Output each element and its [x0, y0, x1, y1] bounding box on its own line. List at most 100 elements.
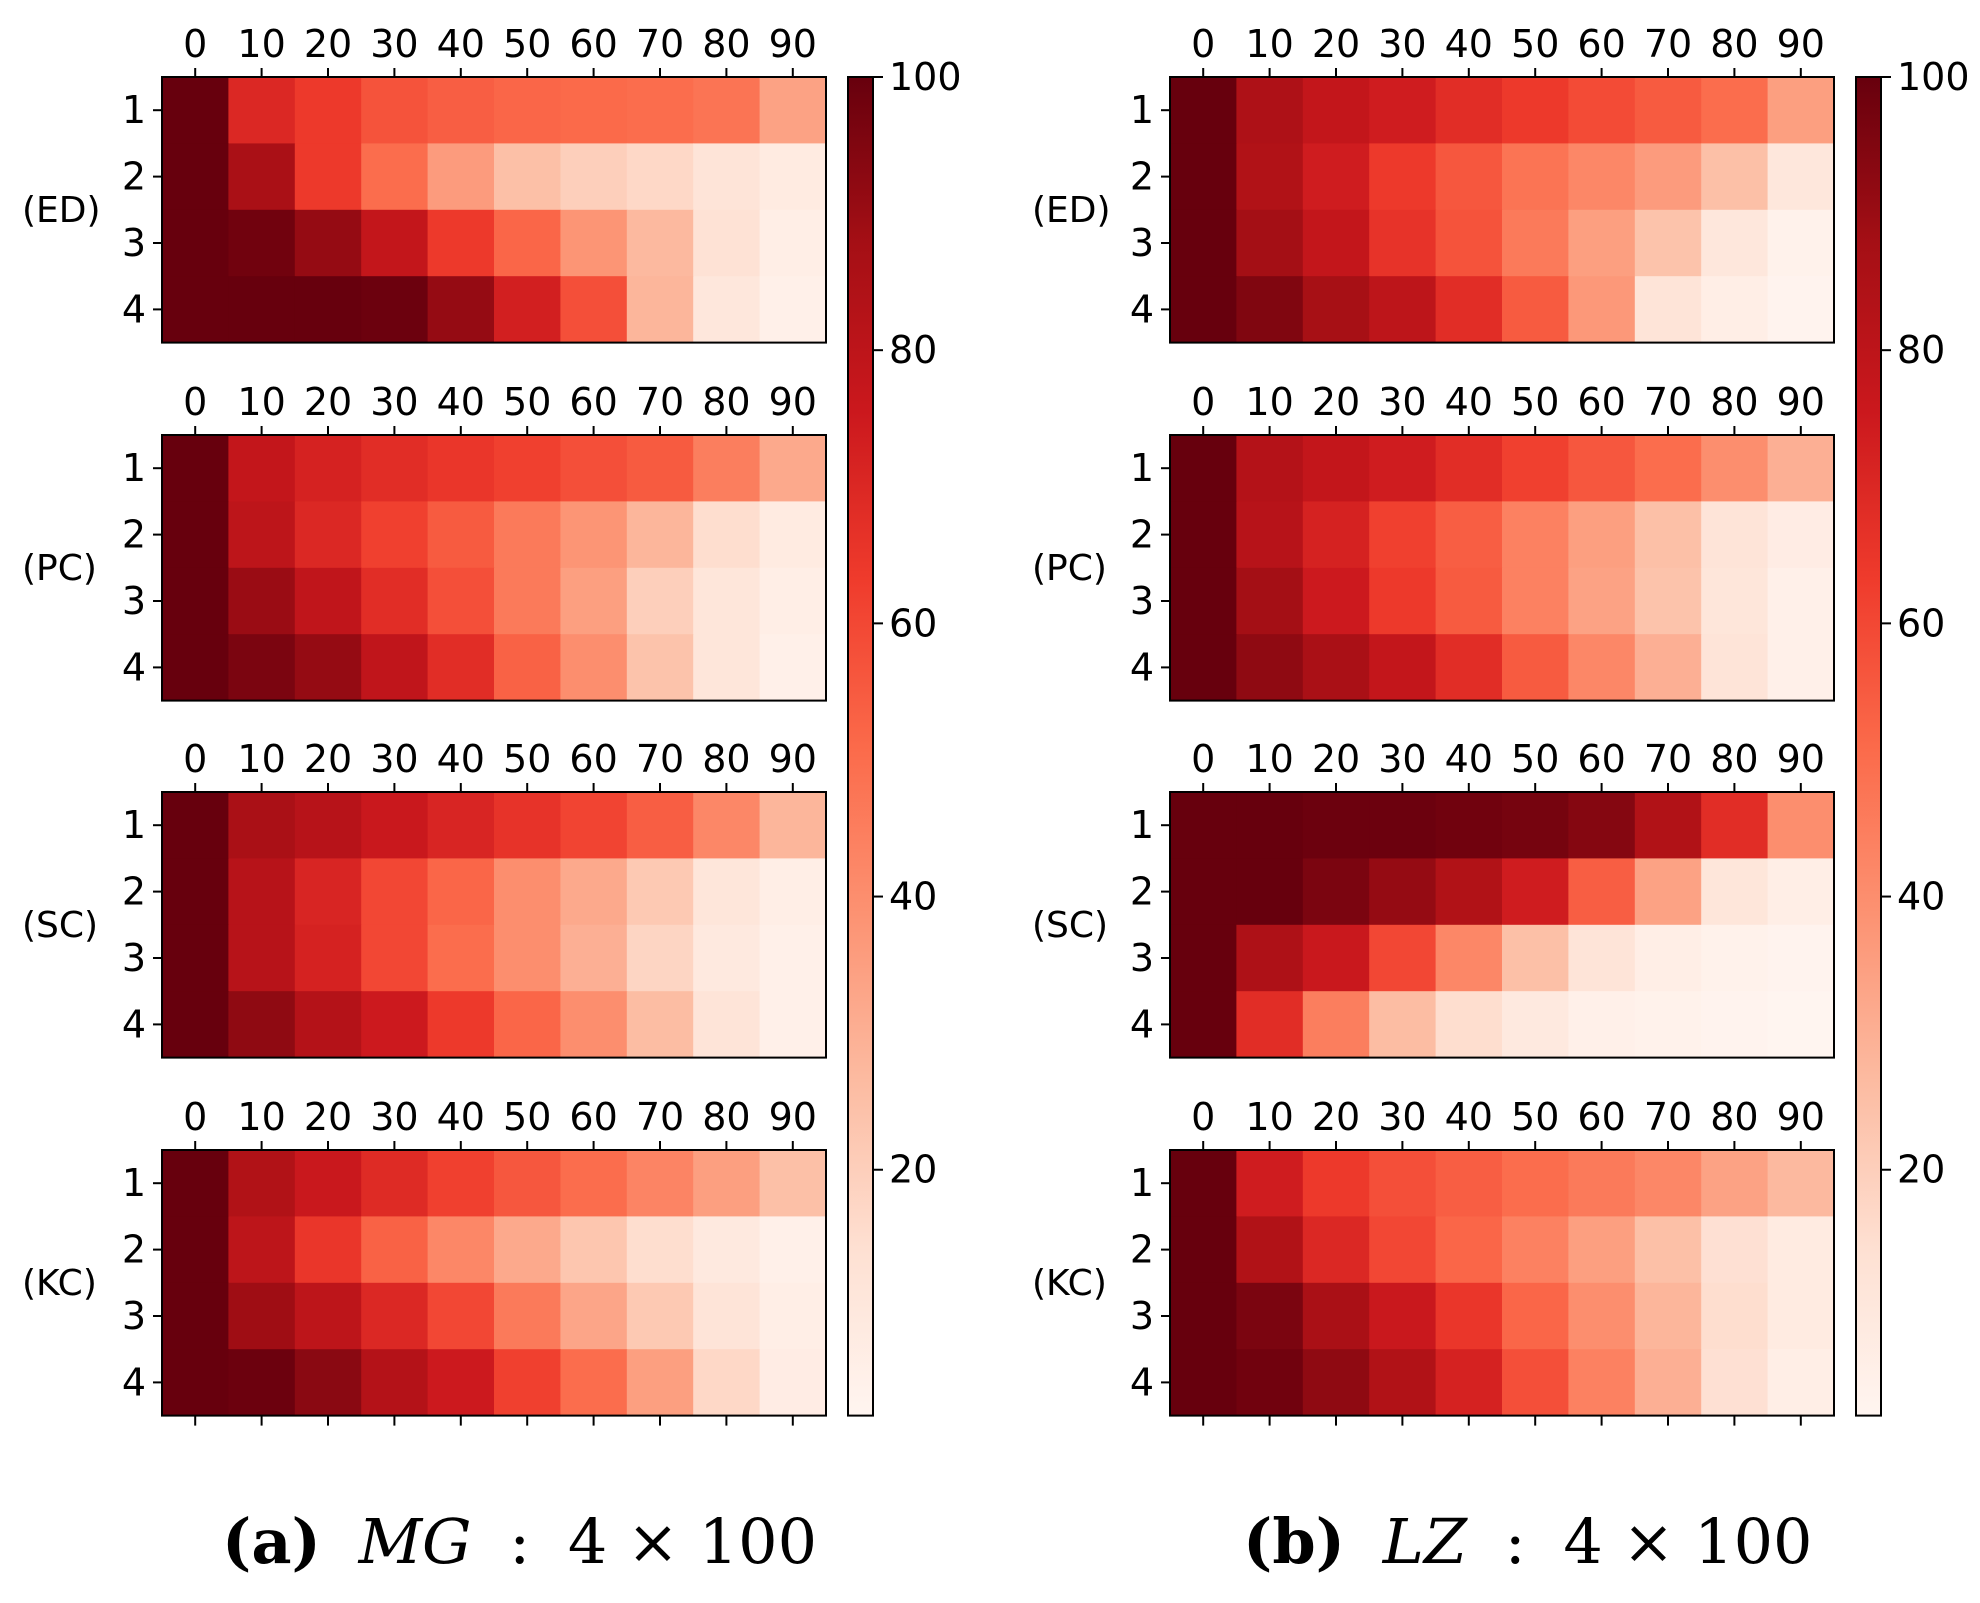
heatmap-cell	[162, 858, 229, 926]
heatmap-cell	[228, 792, 296, 859]
heatmap-cell	[1634, 1150, 1702, 1217]
y-tick-label: 3	[122, 936, 146, 980]
heatmap-cell	[1302, 276, 1370, 344]
heatmap-cell	[1634, 501, 1702, 569]
heatmap-cell	[1502, 924, 1569, 992]
x-tick-label: 70	[1644, 1095, 1692, 1139]
heatmap-cell	[1502, 1349, 1569, 1417]
heatmap-cell	[1170, 501, 1237, 569]
heatmap-cell	[1369, 792, 1437, 859]
subplot-a-1: 0 10 20 30 40 50 60 70 80 90 1 2 3 4 (ED)	[22, 22, 827, 344]
heatmap-cell	[427, 991, 495, 1059]
heatmap-cell	[1302, 209, 1370, 277]
heatmap-cell	[162, 501, 229, 569]
y-tick-label: 4	[1130, 1360, 1154, 1404]
y-tick-label: 4	[122, 287, 146, 331]
heatmap-cell	[494, 1150, 561, 1217]
x-tick-label: 50	[1511, 1095, 1559, 1139]
heatmap-cell	[560, 501, 628, 569]
colorbar-tick-label: 60	[1897, 601, 1945, 645]
heatmap-cell	[1302, 792, 1370, 859]
x-tick-label: 0	[183, 737, 207, 781]
heatmap-cell	[1369, 435, 1437, 502]
x-tick-label: 80	[1710, 737, 1758, 781]
heatmap-cell	[626, 435, 694, 502]
heatmap-cell	[162, 924, 229, 992]
heatmap-cell	[1236, 1216, 1304, 1284]
heatmap-cell	[427, 435, 495, 502]
heatmap-cell	[693, 77, 761, 144]
heatmap-cell	[294, 276, 362, 344]
heatmap-cell	[228, 143, 296, 211]
heatmap-cell	[1369, 77, 1437, 144]
heatmap-cell	[626, 634, 694, 702]
subplot-frame	[1169, 1149, 1835, 1417]
x-tick-label: 10	[237, 1095, 285, 1139]
x-tick-label: 10	[237, 22, 285, 66]
colorbar-tick-label: 100	[1897, 55, 1970, 99]
heatmap-cell	[1302, 435, 1370, 502]
subplot-label: (PC)	[22, 548, 97, 589]
y-tick-label: 2	[122, 1228, 146, 1272]
heatmap-cell	[560, 1349, 628, 1417]
heatmap-cell	[1236, 276, 1304, 344]
heatmap-cell	[294, 858, 362, 926]
y-tick-label: 3	[122, 579, 146, 623]
x-tick-label: 90	[1777, 1095, 1825, 1139]
x-tick-label: 20	[304, 737, 352, 781]
heatmap-cell	[693, 924, 761, 992]
subplot-b-4: 0 10 20 30 40 50 60 70 80 90 1 2 3 4 (KC)	[1032, 1095, 1835, 1426]
y-tick-label: 3	[1130, 936, 1154, 980]
heatmap-cell	[1634, 924, 1702, 992]
heatmap-cell	[361, 1282, 429, 1350]
heatmap-cell	[1568, 435, 1636, 502]
heatmap-cell	[1767, 1216, 1835, 1284]
heatmap-cell	[759, 276, 827, 344]
heatmap-cell	[294, 924, 362, 992]
heatmap-cell	[494, 858, 561, 926]
y-tick-label: 2	[1130, 870, 1154, 914]
heatmap-cell	[759, 435, 827, 502]
heatmap-cell	[1170, 1216, 1237, 1284]
y-tick-label: 1	[1130, 446, 1154, 490]
heatmap-cell	[693, 276, 761, 344]
heatmap-cell	[1701, 634, 1769, 702]
heatmap-cell	[1502, 501, 1569, 569]
caption-b-sep: :	[1505, 1505, 1526, 1578]
heatmap-cell	[1701, 1349, 1769, 1417]
heatmap-cell	[1634, 435, 1702, 502]
subplot-frame	[161, 76, 827, 344]
heatmap-cell	[294, 1282, 362, 1350]
heatmap-cell	[759, 501, 827, 569]
heatmap-cell	[1568, 209, 1636, 277]
y-tick-label: 3	[1130, 1294, 1154, 1338]
x-tick-label: 40	[437, 1095, 485, 1139]
y-tick-label: 3	[1130, 221, 1154, 265]
heatmap-cell	[1767, 1349, 1835, 1417]
heatmap-cell	[693, 991, 761, 1059]
heatmap-cell	[1236, 634, 1304, 702]
heatmap-cell	[1369, 1282, 1437, 1350]
y-tick-label: 4	[1130, 645, 1154, 689]
x-tick-label: 0	[183, 1095, 207, 1139]
heatmap-cell	[1568, 501, 1636, 569]
x-tick-label: 80	[702, 380, 750, 424]
x-tick-label: 0	[183, 22, 207, 66]
heatmap-cell	[1236, 924, 1304, 992]
heatmap-cell	[759, 924, 827, 992]
heatmap-cell	[759, 634, 827, 702]
colorbar-tick-label: 40	[1897, 875, 1945, 919]
x-tick-label: 30	[370, 22, 418, 66]
heatmap-cell	[1767, 435, 1835, 502]
heatmap-cell	[294, 991, 362, 1059]
heatmap-cell	[228, 634, 296, 702]
caption-a: (a) MG : 4 × 100	[222, 1505, 817, 1578]
heatmap-cell	[494, 501, 561, 569]
heatmap-cell	[693, 1282, 761, 1350]
heatmap-cell	[294, 209, 362, 277]
heatmap-cell	[1634, 209, 1702, 277]
x-tick-label: 80	[702, 1095, 750, 1139]
heatmap-cell	[162, 567, 229, 635]
heatmap-cell	[626, 1216, 694, 1284]
